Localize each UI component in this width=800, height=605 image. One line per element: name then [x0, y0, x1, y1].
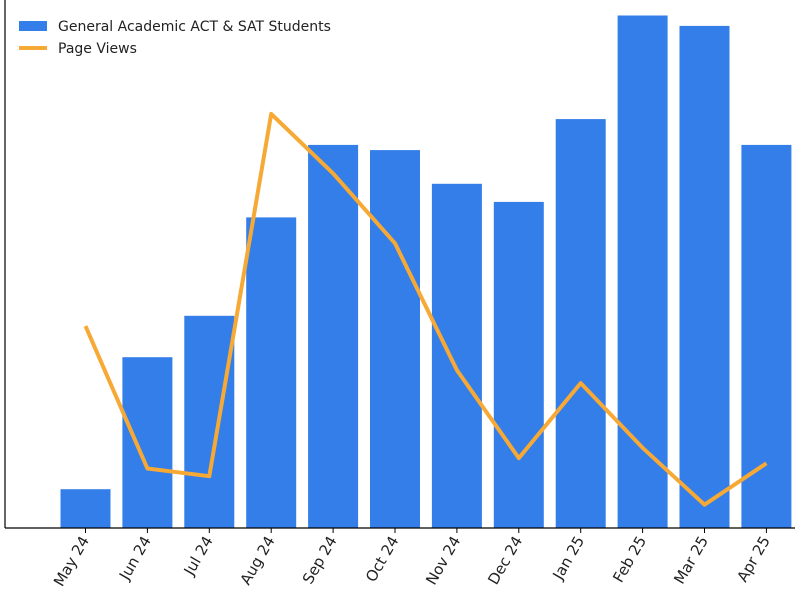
x-tick-label: Dec 24: [484, 533, 526, 588]
line-layer: [83, 111, 768, 507]
legend: General Academic ACT & SAT Students Page…: [19, 19, 331, 57]
bar-jun-24: [122, 357, 173, 528]
x-tick-label: Feb 25: [609, 533, 650, 586]
bar-aug-24: [246, 217, 297, 528]
x-tick-label: Jan 25: [549, 533, 589, 584]
page-views-line: [83, 111, 768, 507]
bar-jul-24: [184, 315, 235, 528]
x-tick-label: Mar 25: [670, 533, 712, 587]
bar-mar-25: [679, 25, 730, 529]
axes: [4, 0, 795, 529]
bar-dec-24: [493, 201, 544, 528]
bar-oct-24: [370, 150, 420, 528]
x-tick-label: Oct 24: [362, 533, 402, 585]
bar-may-24: [60, 489, 111, 528]
legend-label-bar: General Academic ACT & SAT Students: [58, 19, 331, 35]
legend-swatch-bar: [19, 21, 47, 31]
legend-label-line: Page Views: [58, 41, 137, 57]
x-tick-label: Apr 25: [733, 533, 773, 585]
x-tick-label: Sep 24: [299, 533, 341, 587]
x-ticks: May 24 Jun 24 Jul 24 Aug 24 Sep 24 Oct 24 Nov …: [50, 528, 774, 590]
bar-apr-25: [741, 144, 792, 528]
bar-feb-25: [617, 15, 668, 528]
bar-jan-25: [555, 119, 606, 528]
x-tick-label: Jun 24: [115, 533, 155, 584]
x-tick-label: May 24: [50, 533, 93, 590]
bar-sep-24: [308, 144, 359, 528]
bar-nov-24: [431, 183, 482, 529]
x-tick-label: Jul 24: [180, 533, 217, 579]
bars-layer: [60, 15, 792, 529]
x-tick-label: Nov 24: [422, 533, 464, 588]
x-tick-label: Aug 24: [236, 533, 278, 588]
